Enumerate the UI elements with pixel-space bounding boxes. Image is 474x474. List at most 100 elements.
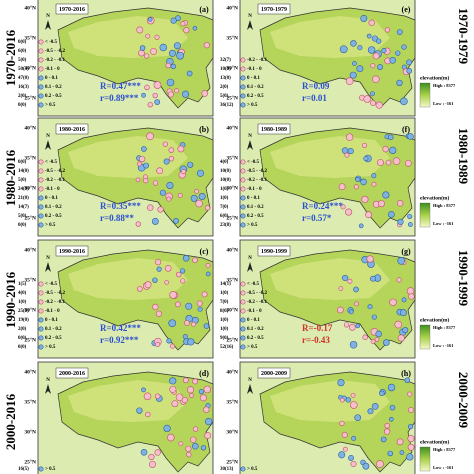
station-dot — [173, 42, 181, 50]
station-dot — [362, 462, 370, 470]
elevation-title: elevation(m) — [420, 438, 449, 445]
stat-r: r=0.92*** — [100, 335, 139, 345]
lat-label: 40°N — [226, 368, 238, 375]
plateau-core — [68, 136, 188, 178]
station-dot — [375, 101, 383, 109]
panel-letter: (a) — [199, 5, 209, 14]
north-arrow: N — [46, 134, 50, 139]
stat-R: R=0.09 — [302, 81, 330, 91]
station-dot — [396, 438, 404, 446]
legend-count: 5(0) — [18, 178, 27, 183]
north-arrow-shape — [247, 20, 253, 30]
station-dot — [175, 393, 184, 402]
panel-letter: (b) — [199, 125, 209, 134]
panel: N 1980-1989 (f) 40°N 35°N 30°N 25°N 4(0) < -0.5 1… — [220, 117, 416, 237]
station-dot — [365, 211, 372, 219]
legend-count: 14(1) — [220, 282, 231, 287]
plateau-core — [68, 380, 188, 422]
north-arrow-shape — [45, 262, 51, 272]
station-dot — [407, 213, 413, 219]
legend-marker — [38, 466, 44, 472]
legend-range: > 0.5 — [45, 467, 56, 472]
legend-count: 10(0) — [220, 178, 231, 183]
station-dot — [165, 62, 171, 69]
legend-count: 2(0) — [220, 85, 229, 90]
lat-label: 30°N — [226, 428, 238, 435]
station-dot — [181, 169, 187, 175]
station-dot — [168, 49, 176, 57]
station-dot — [401, 44, 407, 50]
station-dot — [135, 177, 141, 183]
legend-marker — [38, 317, 44, 323]
legend-marker — [240, 281, 246, 287]
legend-count: 1(0) — [18, 300, 27, 305]
station-dot — [196, 300, 203, 307]
station-dot — [387, 134, 394, 141]
station-dot — [370, 339, 376, 344]
station-dot — [183, 377, 189, 384]
station-dot — [166, 78, 175, 87]
station-dot — [338, 286, 344, 291]
station-dot — [367, 408, 374, 415]
station-dot — [164, 280, 169, 285]
legend-range: -0.5 - -0.2 — [45, 291, 65, 296]
station-dot — [354, 414, 362, 421]
lat-label: 25°N — [226, 94, 238, 101]
station-dot — [135, 221, 141, 227]
row-label-right: 1970-1979 — [456, 8, 471, 65]
station-dot — [182, 254, 190, 262]
panel-letter: (e) — [402, 5, 411, 14]
legend-count: 16(5) — [18, 467, 29, 472]
station-dot — [349, 401, 358, 409]
stat-R: R=0.42*** — [100, 323, 141, 333]
station-dot — [143, 162, 150, 169]
lat-label: 30°N — [24, 306, 36, 313]
station-dot — [357, 45, 363, 51]
legend-range: < -0.5 — [45, 40, 58, 45]
lat-label: 30°N — [24, 184, 36, 191]
station-dot — [349, 340, 358, 349]
station-dot — [203, 385, 212, 394]
legend-count: 50(4) — [18, 67, 29, 72]
station-dot — [345, 208, 353, 216]
station-dot — [370, 100, 376, 107]
station-dot — [180, 278, 186, 284]
station-dot — [339, 45, 348, 54]
station-dot — [152, 277, 158, 283]
stat-r: r=0.57* — [302, 213, 332, 223]
legend-range: 0.1 - 0.2 — [247, 327, 264, 332]
legend-range: > 0.5 — [247, 345, 258, 350]
station-dot — [199, 394, 207, 402]
legend-marker — [38, 75, 44, 81]
station-dot — [380, 436, 387, 443]
station-dot — [194, 188, 200, 194]
station-dot — [382, 146, 389, 153]
legend-count: 14(7) — [18, 205, 29, 210]
legend-marker — [38, 57, 44, 63]
north-arrow-shape — [45, 384, 51, 394]
period-label: 1990-1999 — [261, 249, 287, 255]
station-dot — [205, 263, 211, 268]
station-dot — [387, 383, 396, 392]
station-dot — [399, 450, 405, 455]
legend-marker — [240, 299, 246, 305]
legend-range: 0.2 - 0.5 — [45, 94, 62, 99]
lat-label: 30°N — [24, 64, 36, 71]
station-dot — [406, 67, 413, 74]
station-dot — [376, 159, 384, 167]
lat-label: 25°N — [24, 458, 36, 465]
legend-count: 6(0) — [18, 49, 27, 54]
station-dot — [148, 460, 157, 468]
lat-label: 30°N — [226, 306, 238, 313]
lat-label: 35°N — [24, 34, 36, 41]
station-dot — [152, 180, 159, 186]
station-dot — [200, 445, 207, 451]
legend-range: 0 - 0.1 — [247, 76, 260, 81]
station-dot — [353, 286, 359, 293]
lat-label: 25°N — [226, 214, 238, 221]
legend-range: -0.1 - 0 — [45, 309, 60, 314]
legend-range: 0.1 - 0.2 — [45, 327, 62, 332]
row-label-left: 1990-2016 — [3, 271, 18, 328]
station-dot — [375, 460, 384, 468]
